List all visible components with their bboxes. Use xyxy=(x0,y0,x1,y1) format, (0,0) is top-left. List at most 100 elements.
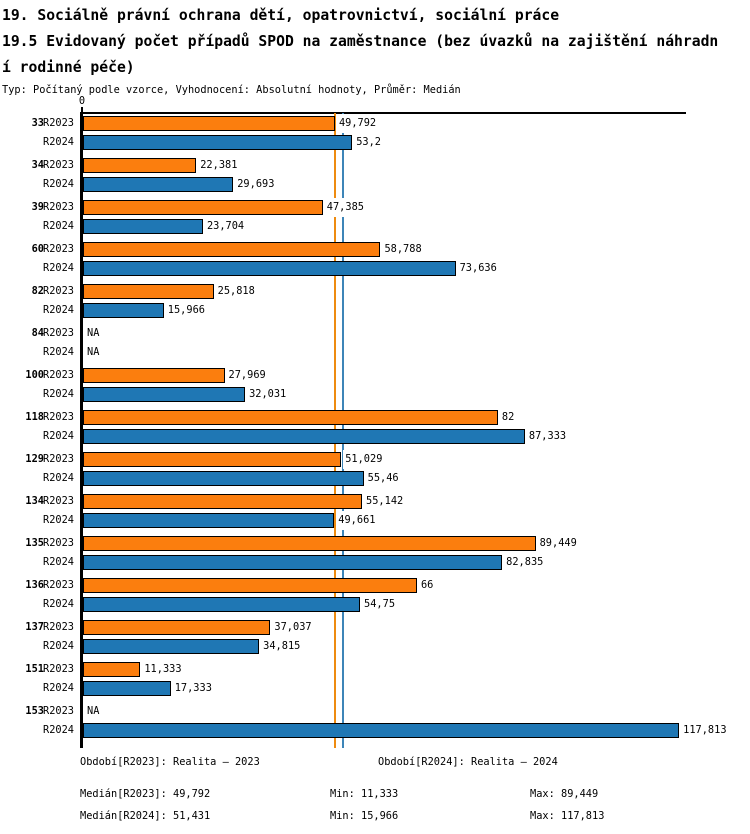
series-label-r2023-84: R2023 xyxy=(43,327,74,339)
bar-chart: 0 33 R2023 49,792 R2024 53,2 34 R2023 22,381 R20… xyxy=(0,95,750,760)
group-label-135: 135 xyxy=(25,537,44,549)
series-label-r2023-34: R2023 xyxy=(43,159,74,171)
bar-r2023-34 xyxy=(83,158,197,173)
group-label-84: 84 xyxy=(31,327,44,339)
bar-r2024-39 xyxy=(83,219,203,234)
value-label-r2023-134: 55,142 xyxy=(364,492,406,511)
bar-r2023-129 xyxy=(83,452,342,467)
period-r2023-label: Období[R2023]: Realita – 2023 xyxy=(80,756,260,768)
bar-r2024-134 xyxy=(83,513,335,528)
bar-r2023-136 xyxy=(83,578,417,593)
value-label-r2024-82: 15,966 xyxy=(165,301,207,320)
group-label-118: 118 xyxy=(25,411,44,423)
value-label-r2024-134: 49,661 xyxy=(336,511,378,530)
series-label-r2024-134: R2024 xyxy=(43,514,74,526)
value-label-r2024-60: 73,636 xyxy=(457,259,499,278)
series-label-r2024-135: R2024 xyxy=(43,556,74,568)
value-label-r2024-34: 29,693 xyxy=(235,175,277,194)
min-r2023-label: Min: 11,333 xyxy=(330,788,399,800)
bar-r2024-60 xyxy=(83,261,456,276)
series-label-r2024-39: R2024 xyxy=(43,220,74,232)
group-label-100: 100 xyxy=(25,369,44,381)
value-label-r2023-153: NA xyxy=(87,705,100,717)
report-header: 19. Sociálně právní ochrana dětí, opatro… xyxy=(2,3,720,81)
report-subtitle: 19.5 Evidovaný počet případů SPOD na zam… xyxy=(2,33,719,76)
bar-r2024-151 xyxy=(83,681,171,696)
series-label-r2023-153: R2023 xyxy=(43,705,74,717)
bar-r2023-135 xyxy=(83,536,536,551)
series-label-r2023-60: R2023 xyxy=(43,243,74,255)
bar-r2024-33 xyxy=(83,135,353,150)
series-label-r2023-33: R2023 xyxy=(43,117,74,129)
report-meta: Typ: Počítaný podle vzorce, Vyhodnocení:… xyxy=(2,84,461,96)
x-axis-line xyxy=(81,112,686,114)
bar-r2023-134 xyxy=(83,494,363,509)
group-label-129: 129 xyxy=(25,453,44,465)
series-label-r2024-151: R2024 xyxy=(43,682,74,694)
max-r2023-label: Max: 89,449 xyxy=(530,788,599,800)
bar-r2023-151 xyxy=(83,662,141,677)
group-label-134: 134 xyxy=(25,495,44,507)
bar-r2023-82 xyxy=(83,284,214,299)
bar-r2024-136 xyxy=(83,597,361,612)
series-label-r2024-153: R2024 xyxy=(43,724,74,736)
bar-r2024-82 xyxy=(83,303,164,318)
value-label-r2023-60: 58,788 xyxy=(382,240,424,259)
max-r2024-label: Max: 117,813 xyxy=(530,810,605,822)
bar-r2023-137 xyxy=(83,620,271,635)
min-r2024-label: Min: 15,966 xyxy=(330,810,399,822)
value-label-r2024-84: NA xyxy=(87,346,100,358)
bar-r2023-33 xyxy=(83,116,335,131)
series-label-r2023-118: R2023 xyxy=(43,411,74,423)
bar-r2024-100 xyxy=(83,387,246,402)
x-axis-zero-tick-label: 0 xyxy=(78,95,86,107)
group-label-82: 82 xyxy=(31,285,44,297)
value-label-r2023-151: 11,333 xyxy=(142,660,184,679)
x-axis-zero-tick xyxy=(81,107,83,112)
value-label-r2024-39: 23,704 xyxy=(204,217,247,236)
series-label-r2024-118: R2024 xyxy=(43,430,74,442)
report-title: 19. Sociálně právní ochrana dětí, opatro… xyxy=(2,7,560,24)
series-label-r2024-137: R2024 xyxy=(43,640,74,652)
group-label-136: 136 xyxy=(25,579,44,591)
value-label-r2023-136: 66 xyxy=(418,576,436,595)
series-label-r2023-82: R2023 xyxy=(43,285,74,297)
value-label-r2023-34: 22,381 xyxy=(198,156,240,175)
series-label-r2023-100: R2023 xyxy=(43,369,74,381)
series-label-r2024-84: R2024 xyxy=(43,346,74,358)
value-label-r2023-129: 51,029 xyxy=(343,450,385,469)
group-label-33: 33 xyxy=(31,117,44,129)
bar-r2023-118 xyxy=(83,410,498,425)
value-label-r2023-100: 27,969 xyxy=(226,366,268,385)
median-r2023-label: Medián[R2023]: 49,792 xyxy=(80,788,211,800)
series-label-r2023-136: R2023 xyxy=(43,579,74,591)
y-axis-line xyxy=(80,112,83,748)
period-r2024-label: Období[R2024]: Realita – 2024 xyxy=(378,756,558,768)
value-label-r2023-84: NA xyxy=(87,327,100,339)
group-label-151: 151 xyxy=(25,663,44,675)
series-label-r2023-135: R2023 xyxy=(43,537,74,549)
series-label-r2024-60: R2024 xyxy=(43,262,74,274)
series-label-r2024-33: R2024 xyxy=(43,136,74,148)
median-r2024-label: Medián[R2024]: 51,431 xyxy=(80,810,211,822)
value-label-r2024-118: 87,333 xyxy=(526,427,569,446)
bar-r2024-137 xyxy=(83,639,260,654)
group-label-60: 60 xyxy=(31,243,44,255)
value-label-r2024-153: 117,813 xyxy=(681,721,729,740)
group-label-137: 137 xyxy=(25,621,44,633)
bar-r2023-100 xyxy=(83,368,225,383)
bar-r2024-118 xyxy=(83,429,525,444)
value-label-r2024-136: 54,75 xyxy=(362,595,398,614)
value-label-r2024-129: 55,46 xyxy=(365,469,401,488)
series-label-r2024-136: R2024 xyxy=(43,598,74,610)
series-label-r2024-100: R2024 xyxy=(43,388,74,400)
series-label-r2023-137: R2023 xyxy=(43,621,74,633)
bar-r2024-135 xyxy=(83,555,503,570)
bar-r2024-153 xyxy=(83,723,680,738)
value-label-r2023-135: 89,449 xyxy=(537,534,579,553)
series-label-r2023-39: R2023 xyxy=(43,201,74,213)
series-label-r2024-129: R2024 xyxy=(43,472,74,484)
bar-r2024-34 xyxy=(83,177,234,192)
bar-r2023-60 xyxy=(83,242,381,257)
value-label-r2023-39: 47,385 xyxy=(324,198,366,217)
